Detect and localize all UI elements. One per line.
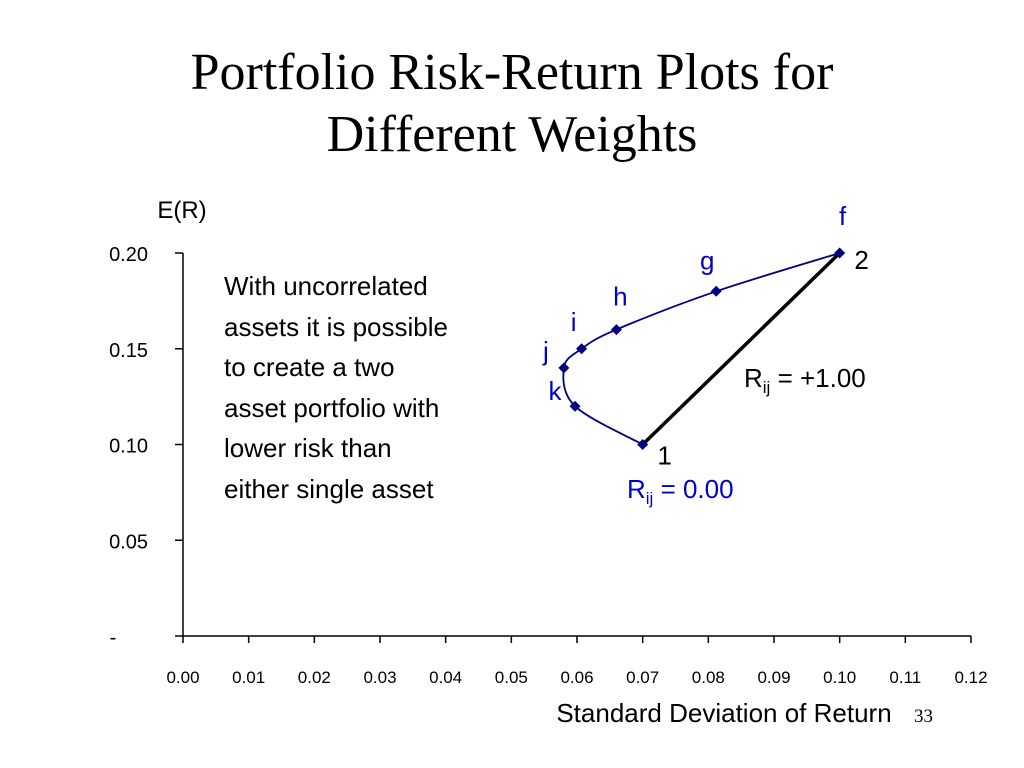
series-rij-0-line <box>562 252 840 446</box>
note-line-3: to create a two <box>224 352 395 382</box>
y-tick-label: - <box>110 627 117 649</box>
note-line-1: With uncorrelated <box>224 271 428 301</box>
y-tick-label: 0.05 <box>109 531 148 553</box>
series-rij-1-line <box>641 251 841 446</box>
title-line-2: Different Weights <box>326 106 698 163</box>
note-line-4: asset portfolio with <box>224 392 440 423</box>
x-tick-label: 0.07 <box>626 668 659 687</box>
x-tick-label: 0.09 <box>757 668 790 687</box>
point-1 <box>637 439 649 450</box>
series-label-rij-1: Rij = +1.00 <box>744 363 866 397</box>
chart-marks <box>558 247 846 450</box>
x-tick-label: 0.05 <box>495 668 528 687</box>
y-tick-label: 0.15 <box>109 340 148 362</box>
x-tick-label: 0.06 <box>560 668 593 687</box>
y-tick-label: 0.10 <box>109 436 148 458</box>
x-tick-label: 0.01 <box>232 668 265 687</box>
x-tick-label: 0.04 <box>429 668 462 687</box>
x-tick-label: 0.10 <box>823 668 856 687</box>
point-f <box>834 247 846 259</box>
point-label-k: k <box>549 376 563 406</box>
note-line-5: lower risk than <box>224 433 392 463</box>
y-axis-title: E(R) <box>157 197 206 224</box>
point-h <box>610 324 622 336</box>
x-tick-label: 0.03 <box>363 668 396 687</box>
slide-title: Portfolio Risk-Return Plots for Differen… <box>0 42 1024 166</box>
point-label-j: j <box>542 336 549 366</box>
y-tick-label: 0.20 <box>109 244 148 266</box>
x-tick-label: 0.12 <box>954 668 987 687</box>
x-tick-label: 0.08 <box>692 668 725 687</box>
point-label-g: g <box>700 245 714 275</box>
x-tick-label: 0.11 <box>889 668 921 687</box>
x-tick-label: 0.02 <box>298 668 331 687</box>
point-label-2: 2 <box>854 245 868 275</box>
note-line-2: assets it is possible <box>224 311 448 342</box>
x-tick-label: 0.00 <box>166 668 199 687</box>
point-label-i: i <box>571 307 577 337</box>
page-number: 33 <box>914 706 933 727</box>
point-g <box>710 285 722 297</box>
point-i <box>576 343 588 355</box>
annotation-note: With uncorrelated assets it is possible … <box>224 266 524 509</box>
chart-axes: 0.00 0.01 0.02 0.03 0.04 0.05 0.06 0.07 0.08 0.09… <box>109 197 987 728</box>
point-label-f: f <box>839 201 847 231</box>
chart-labels: 1 kji h g f2 Rij = +1.00 Rij = 0.00 <box>542 201 869 508</box>
point-label-h: h <box>613 282 627 312</box>
note-line-6: either single asset <box>224 473 434 504</box>
point-j <box>558 362 570 374</box>
title-line-1: Portfolio Risk-Return Plots for <box>190 44 834 101</box>
point-k <box>569 400 581 412</box>
x-axis-title: Standard Deviation of Return <box>556 698 891 728</box>
point-label-1: 1 <box>657 441 671 471</box>
series-label-rij-0: Rij = 0.00 <box>627 474 734 508</box>
